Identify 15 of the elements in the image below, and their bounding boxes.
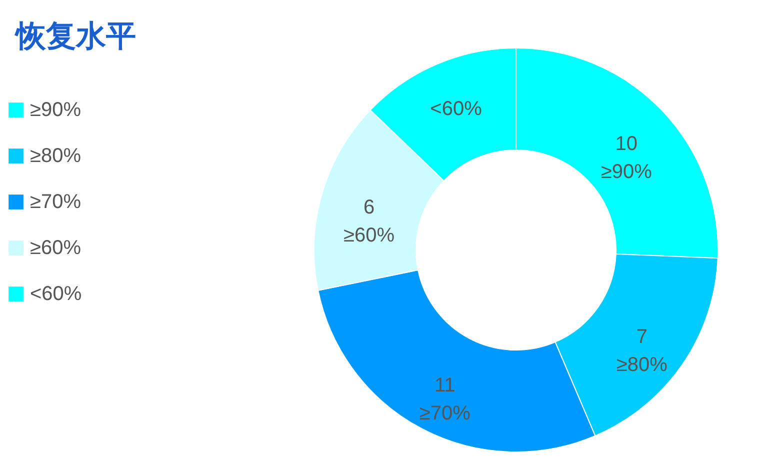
legend-label: ≥70% — [30, 191, 82, 213]
legend-label: ≥90% — [30, 99, 82, 121]
legend-label: <60% — [30, 283, 82, 305]
slice-label: ≥70% — [419, 402, 471, 424]
chart-title: 恢复水平 — [14, 20, 136, 53]
slice-label: ≥60% — [344, 224, 395, 246]
data-label: 7 — [636, 326, 648, 348]
data-label: 6 — [363, 196, 375, 218]
legend-label: ≥60% — [30, 237, 82, 259]
slice-label: ≥80% — [616, 354, 668, 376]
data-label: 10 — [615, 133, 638, 156]
legend-label: ≥80% — [30, 145, 82, 167]
data-label: 11 — [434, 374, 456, 396]
slice-label: ≥90% — [600, 161, 652, 184]
slice-label: <60% — [430, 98, 482, 120]
